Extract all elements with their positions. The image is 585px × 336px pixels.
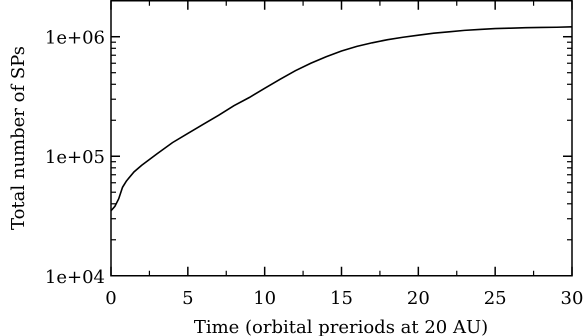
y-tick-label: 1e+04 [45, 267, 105, 288]
y-axis-ticks: 1e+04 1e+05 1e+06 [45, 28, 572, 288]
y-tick-label: 1e+06 [45, 28, 105, 49]
y-axis-title: Total number of SPs [8, 46, 29, 230]
x-tick-label: 5 [182, 288, 193, 309]
y-tick-label: 1e+05 [45, 147, 105, 168]
x-tick-label: 30 [561, 288, 584, 309]
x-axis-title: Time (orbital preriods at 20 AU) [194, 317, 488, 336]
x-axis-ticks: 0 5 10 15 20 25 30 [105, 0, 584, 309]
x-tick-label: 15 [330, 288, 353, 309]
x-tick-label: 0 [105, 288, 116, 309]
x-tick-label: 10 [253, 288, 276, 309]
series-line [110, 26, 573, 212]
x-tick-label: 20 [407, 288, 430, 309]
x-tick-label: 25 [484, 288, 507, 309]
